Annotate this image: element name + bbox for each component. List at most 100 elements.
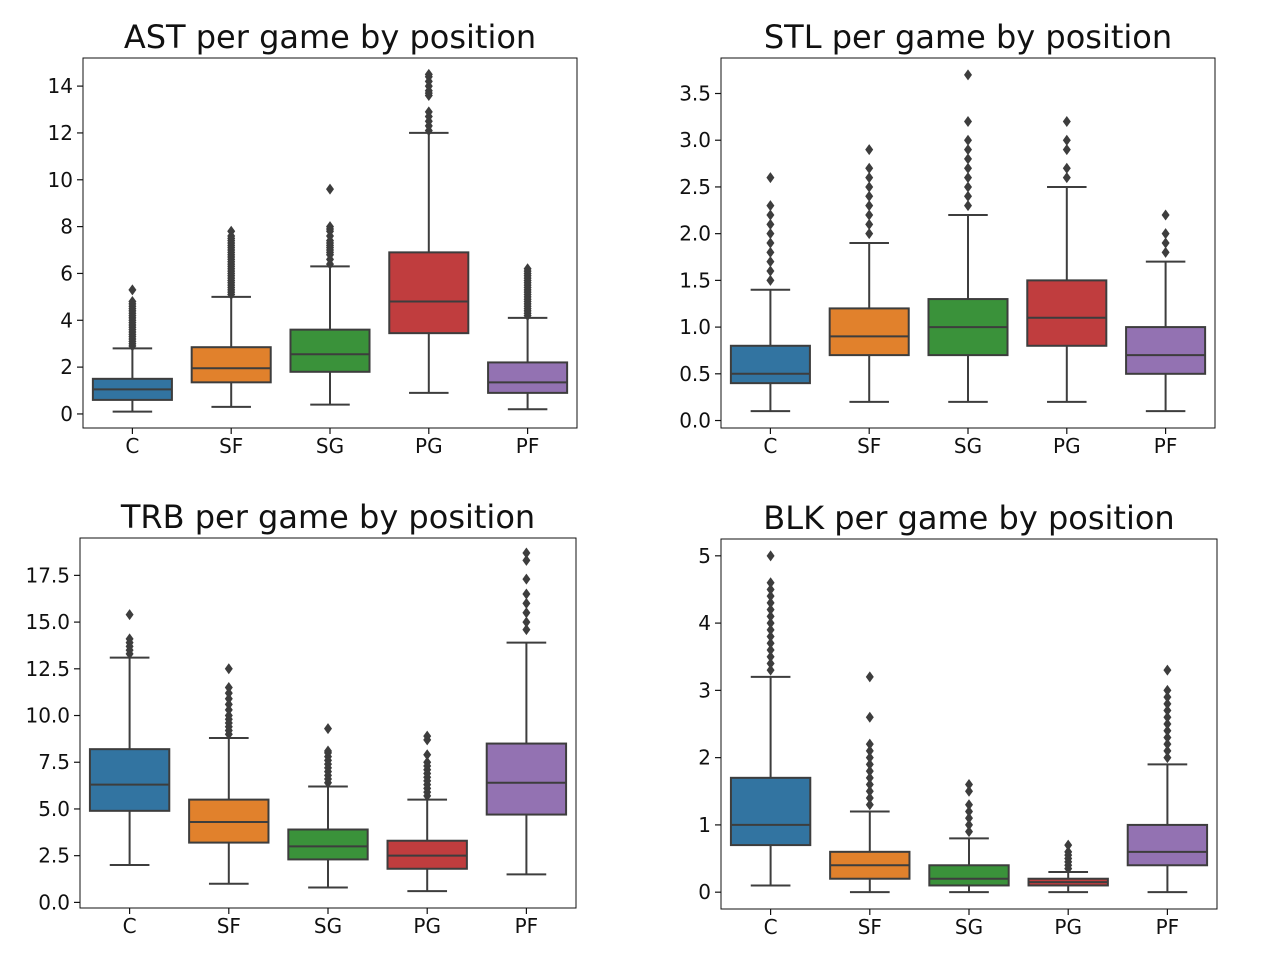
outlier-point <box>1163 684 1172 696</box>
outlier-point <box>865 162 874 174</box>
y-tick-label: 12 <box>48 121 73 145</box>
x-tick-label: C <box>123 914 137 938</box>
outlier-point <box>1163 698 1172 710</box>
outlier-point <box>964 144 972 156</box>
outlier-point <box>766 637 775 649</box>
y-tick-label: 2.5 <box>38 844 70 868</box>
outlier-point <box>865 772 874 784</box>
x-tick-label: PF <box>1156 915 1180 939</box>
outlier-point <box>766 664 775 676</box>
y-tick-label: 12.5 <box>25 657 70 681</box>
outlier-point <box>224 687 233 699</box>
box-PF <box>1125 209 1207 413</box>
y-tick-label: 0.0 <box>38 890 70 914</box>
y-tick-label: 2.0 <box>679 222 711 246</box>
outlier-point <box>865 190 874 202</box>
outlier-point <box>766 597 775 609</box>
outlier-point <box>766 657 775 669</box>
chart-panel-stl: STL per game by position C SF SG PG PF 0.0 0.5 1… <box>679 18 1216 458</box>
box-PF <box>487 263 569 411</box>
outlier-point <box>324 745 332 757</box>
outlier-point <box>766 617 775 629</box>
box-iqr <box>190 346 272 384</box>
outlier-point <box>224 693 233 705</box>
box-iqr <box>487 361 569 394</box>
y-tick-label: 4 <box>60 308 73 332</box>
outlier-point <box>424 68 433 80</box>
outlier-point <box>964 181 972 193</box>
outlier-point <box>766 610 775 622</box>
box-SF <box>828 144 910 403</box>
outlier-point <box>965 812 973 824</box>
plot-frame <box>720 57 1216 429</box>
x-tick-label: PF <box>1154 434 1178 458</box>
box-SG <box>927 69 1009 403</box>
box-SF <box>190 225 272 408</box>
y-tick-label: 1.0 <box>679 315 711 339</box>
box-SG <box>289 183 371 406</box>
outlier-point <box>865 758 874 770</box>
outlier-point <box>1163 752 1172 764</box>
outlier-point <box>766 209 775 221</box>
outlier-point <box>766 631 775 643</box>
box-PG <box>1027 839 1109 894</box>
outlier-point <box>522 624 531 636</box>
box-C <box>88 609 171 867</box>
outlier-point <box>128 296 137 308</box>
box-C <box>91 284 173 413</box>
outlier-point <box>1062 172 1071 184</box>
y-tick-label: 5 <box>698 544 711 568</box>
y-tick-label: 3 <box>698 678 711 702</box>
outlier-point <box>865 792 874 804</box>
outlier-point <box>766 644 775 656</box>
chart-title: TRB per game by position <box>120 498 535 536</box>
plot-frame <box>82 57 578 429</box>
outlier-point <box>1062 116 1071 128</box>
outlier-point <box>1161 209 1170 221</box>
y-tick-label: 0 <box>698 880 711 904</box>
box-iqr <box>1026 279 1108 347</box>
outlier-point <box>865 711 874 723</box>
outlier-point <box>766 583 775 595</box>
outlier-point <box>1163 725 1172 737</box>
outlier-point <box>324 723 332 735</box>
outlier-point <box>865 785 874 797</box>
outlier-point <box>865 228 874 240</box>
outlier-point <box>964 153 972 165</box>
box-iqr <box>828 307 910 357</box>
outlier-point <box>1163 691 1172 703</box>
x-tick-label: C <box>125 434 139 458</box>
outlier-point <box>125 609 134 621</box>
y-tick-label: 17.5 <box>25 563 70 587</box>
outlier-point <box>766 624 775 636</box>
y-tick-label: 3.5 <box>679 82 711 106</box>
outlier-point <box>224 710 233 722</box>
chart-panel-ast: AST per game by position C SF SG PG PF 0 2 4 6 8 10… <box>48 18 578 458</box>
outlier-point <box>766 200 775 212</box>
box-SG <box>928 779 1010 894</box>
outlier-point <box>523 263 532 275</box>
y-tick-label: 8 <box>60 215 73 239</box>
box-PF <box>1126 664 1209 894</box>
x-tick-label: C <box>764 915 778 939</box>
outlier-point <box>766 651 775 663</box>
outlier-point <box>125 633 134 645</box>
outlier-point <box>1161 246 1170 258</box>
outlier-point <box>522 607 531 619</box>
x-tick-label: SG <box>954 434 982 458</box>
outlier-point <box>1064 839 1073 851</box>
outlier-point <box>766 256 775 268</box>
outlier-point <box>964 190 972 202</box>
outlier-point <box>1062 134 1071 146</box>
outlier-point <box>522 573 531 585</box>
outlier-point <box>1062 162 1071 174</box>
outlier-point <box>766 550 775 562</box>
outlier-point <box>227 225 236 237</box>
outlier-point <box>865 200 874 212</box>
outlier-point <box>326 183 334 195</box>
y-tick-label: 0 <box>60 402 73 426</box>
outlier-point <box>865 799 874 811</box>
outlier-point <box>1163 731 1172 743</box>
outlier-point <box>865 172 874 184</box>
y-tick-label: 0.0 <box>679 409 711 433</box>
